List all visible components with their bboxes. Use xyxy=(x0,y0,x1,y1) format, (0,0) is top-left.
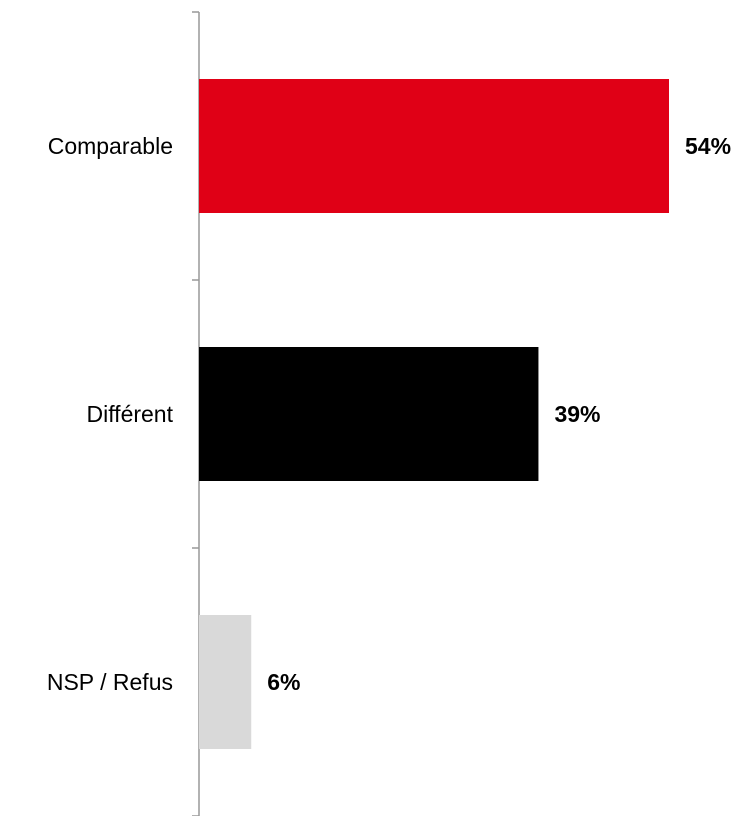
category-label: Différent xyxy=(86,401,173,427)
category-axis xyxy=(192,11,200,816)
bar-series xyxy=(199,79,669,749)
bar-1 xyxy=(199,79,669,213)
category-label: Comparable xyxy=(48,133,173,159)
value-label: 6% xyxy=(267,669,300,695)
value-label: 39% xyxy=(554,401,600,427)
label-layer: Comparable 54% Différent 39% NSP / Refus 6% xyxy=(47,133,731,695)
bar-2 xyxy=(199,347,539,481)
bar-3 xyxy=(199,615,252,749)
value-label: 54% xyxy=(685,133,731,159)
category-label: NSP / Refus xyxy=(47,669,173,695)
